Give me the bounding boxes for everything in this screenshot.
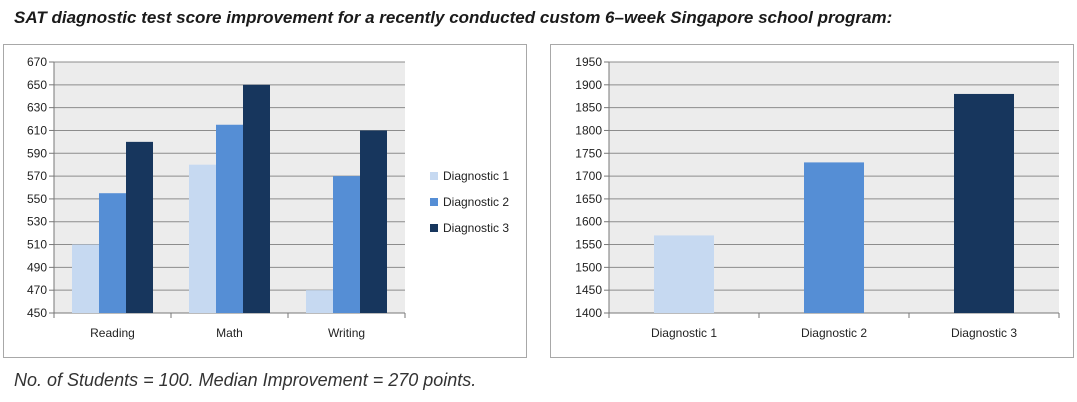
total-y-tick-label: 1650 (575, 192, 602, 206)
bar-writing-diagnostic-3 (360, 130, 387, 313)
legend-swatch-diagnostic-1 (430, 172, 438, 180)
bar-math-diagnostic-1 (189, 164, 216, 313)
legend-label-diagnostic-3: Diagnostic 3 (443, 221, 509, 235)
section-x-tick-label: Reading (90, 326, 135, 340)
section-y-tick-label: 670 (27, 55, 47, 69)
total-y-tick-label: 1950 (575, 55, 602, 69)
total-y-tick-label: 1500 (575, 260, 602, 274)
section-y-tick-label: 570 (27, 169, 47, 183)
section-y-tick-label: 610 (27, 123, 47, 137)
section-y-tick-label: 510 (27, 238, 47, 252)
total-x-tick-label: Diagnostic 2 (801, 326, 867, 340)
bar-total-diagnostic-2 (804, 162, 864, 313)
section-y-tick-label: 650 (27, 78, 47, 92)
section-y-tick-label: 470 (27, 283, 47, 297)
section-x-tick-label: Math (216, 326, 243, 340)
bar-writing-diagnostic-1 (306, 290, 333, 313)
bar-reading-diagnostic-1 (72, 244, 99, 313)
bar-writing-diagnostic-2 (333, 176, 360, 313)
total-x-tick-label: Diagnostic 3 (951, 326, 1017, 340)
chart-panel-by-section: 450 470 490 510 530 550 570 590 610 630 650 670 Read… (3, 44, 527, 358)
bar-math-diagnostic-2 (216, 124, 243, 313)
section-y-tick-label: 590 (27, 146, 47, 160)
section-scores-bar-chart: 450 470 490 510 530 550 570 590 610 630 650 670 Read… (27, 55, 509, 340)
total-y-tick-label: 1600 (575, 215, 602, 229)
total-y-tick-label: 1900 (575, 78, 602, 92)
total-y-tick-label: 1700 (575, 169, 602, 183)
total-y-tick-label: 1800 (575, 123, 602, 137)
bar-total-diagnostic-1 (654, 235, 714, 313)
page-title: SAT diagnostic test score improvement fo… (14, 8, 893, 27)
total-y-tick-label: 1550 (575, 238, 602, 252)
total-scores-bar-chart: 1400 1450 1500 1550 1600 1650 1700 1750 1800 1850… (575, 55, 1060, 340)
chart-panel-total: 1400 1450 1500 1550 1600 1650 1700 1750 1800 1850… (550, 44, 1074, 358)
total-x-tick-label: Diagnostic 1 (651, 326, 717, 340)
legend-label-diagnostic-1: Diagnostic 1 (443, 169, 509, 183)
bar-total-diagnostic-3 (954, 93, 1014, 313)
section-y-tick-label: 530 (27, 215, 47, 229)
bar-reading-diagnostic-2 (99, 193, 126, 313)
total-y-tick-label: 1750 (575, 146, 602, 160)
section-y-tick-label: 630 (27, 101, 47, 115)
section-y-tick-label: 450 (27, 306, 47, 320)
legend-swatch-diagnostic-3 (430, 224, 438, 232)
legend-swatch-diagnostic-2 (430, 198, 438, 206)
total-y-tick-label: 1400 (575, 306, 602, 320)
bar-reading-diagnostic-3 (126, 141, 153, 313)
summary-footnote: No. of Students = 100. Median Improvemen… (14, 370, 477, 390)
section-y-tick-label: 490 (27, 260, 47, 274)
section-x-tick-label: Writing (328, 326, 365, 340)
total-y-tick-label: 1450 (575, 283, 602, 297)
total-y-tick-label: 1850 (575, 101, 602, 115)
section-y-tick-label: 550 (27, 192, 47, 206)
legend-label-diagnostic-2: Diagnostic 2 (443, 195, 509, 209)
bar-math-diagnostic-3 (243, 84, 270, 313)
